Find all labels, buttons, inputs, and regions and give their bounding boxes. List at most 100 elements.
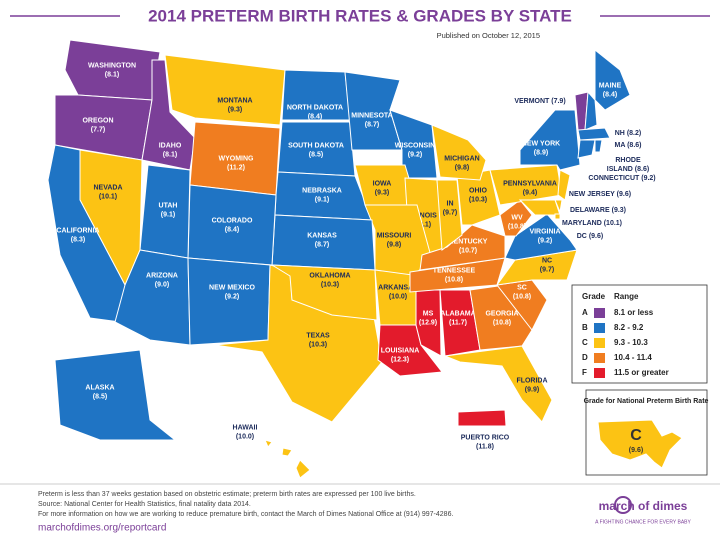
legend-range: 10.4 - 11.4 (614, 353, 652, 362)
state-name: WISCONSIN (395, 142, 435, 149)
national-grade: C (630, 427, 642, 444)
state-rate: (10.3) (321, 281, 339, 288)
state-name: OHIO (469, 187, 487, 194)
state-rate: (8.2) (627, 130, 641, 137)
state-shape (295, 459, 311, 479)
title: 2014 PRETERM BIRTH RATES & GRADES BY STA… (148, 6, 572, 25)
legend-swatch (594, 308, 605, 318)
state-rate: (9.9) (525, 386, 539, 393)
national-rate: (9.6) (629, 447, 643, 454)
state-label: NH (8.2) (615, 130, 641, 137)
state-rate: (8.4) (308, 113, 322, 120)
state-rate: (8.7) (315, 241, 329, 248)
state-rate: (10.3) (309, 341, 327, 348)
state-name: MARYLAND (562, 220, 602, 227)
state-shape (187, 184, 277, 266)
state-shape (431, 124, 487, 181)
state-rate: (8.1) (105, 71, 119, 78)
legend: Grade Range A 8.1 or less B 8.2 - 9.2 C 9.3 -… (571, 284, 708, 384)
footer-note: For more information on how we are worki… (38, 511, 453, 518)
state-name: WYOMING (219, 155, 255, 162)
legend-range: 8.1 or less (614, 308, 654, 317)
state-shape (519, 109, 581, 171)
state-label: DELAWARE (9.3) (570, 207, 626, 214)
state-name: IN (447, 200, 454, 207)
logo-mark (614, 496, 632, 514)
state-name: NEW MEXICO (209, 284, 255, 291)
state-shape (577, 139, 596, 159)
state-name: CONNECTICUT (588, 175, 640, 182)
state-rate: (8.4) (603, 91, 617, 98)
state-name: HAWAII (233, 424, 258, 431)
state-rate: (9.3) (228, 106, 242, 113)
national-title: Grade for National Preterm Birth Rate (584, 398, 709, 405)
state-rate: (10.7) (459, 247, 477, 254)
state-shape (389, 109, 438, 179)
state-name: KENTUCKY (449, 238, 488, 245)
state-name: IOWA (373, 180, 392, 187)
state-rate: (9.8) (455, 164, 469, 171)
legend-heading: Grade (582, 292, 606, 301)
state-name: MICHIGAN (444, 155, 479, 162)
state-shape (187, 257, 271, 346)
state-shape (594, 139, 603, 153)
state-rate: (9.6) (589, 233, 603, 240)
state-label: VERMONT (7.9) (514, 98, 565, 105)
footer-url: marchofdimes.org/reportcard (38, 523, 166, 534)
state-name: NEVADA (93, 184, 122, 191)
legend-swatch (594, 368, 605, 378)
legend-grade: C (582, 338, 588, 347)
state-rate: (9.1) (161, 211, 175, 218)
state-rate: (8.6) (627, 142, 641, 149)
state-rate: (10.1) (99, 193, 117, 200)
state-rate: (9.2) (538, 237, 552, 244)
state-shape (457, 409, 507, 427)
legend-range: 9.3 - 10.3 (614, 338, 648, 347)
legend-grade: D (582, 353, 588, 362)
state-rate: (9.0) (155, 281, 169, 288)
state-name: WV (511, 214, 523, 221)
map: WASHINGTON (8.1) OREGON (7.7) IDAHO (8.1) MONT… (47, 39, 656, 479)
state-name: CALIFORNIA (56, 227, 99, 234)
state-name: UTAH (159, 202, 178, 209)
logo: march of dimes (599, 499, 688, 513)
state-rate: (10.0) (236, 433, 254, 440)
state-name: ISLAND (607, 166, 633, 173)
state-name: PENNSYLVANIA (503, 180, 557, 187)
state-shape (554, 213, 561, 220)
state-name: ARIZONA (146, 272, 178, 279)
state-rate: (10.1) (604, 220, 622, 227)
state-rate: (8.6) (635, 166, 649, 173)
legend-swatch (594, 323, 605, 333)
footer-note: Preterm is less than 37 weeks gestation … (38, 491, 416, 498)
state-shape (264, 439, 273, 448)
state-rate: (9.2) (225, 293, 239, 300)
state-rate: (11.2) (227, 164, 245, 171)
state-name: MONTANA (217, 97, 252, 104)
state-name: OREGON (82, 117, 113, 124)
state-name: ILLINOIS (407, 212, 437, 219)
state-name: NEW JERSEY (569, 191, 615, 198)
state-shape (584, 90, 598, 131)
state-rate: (8.5) (309, 151, 323, 158)
legend-swatch (594, 353, 605, 363)
state-rate: (8.1) (163, 151, 177, 158)
state-name: MAINE (599, 82, 622, 89)
state-name: SOUTH DAKOTA (288, 142, 344, 149)
legend-grade: A (582, 308, 588, 317)
state-name: ALASKA (85, 384, 114, 391)
state-name: MINNESOTA (351, 112, 392, 119)
state-name: DC (577, 233, 587, 240)
state-label: NEW JERSEY (9.6) (569, 191, 631, 198)
legend-swatch (594, 338, 605, 348)
state-name: COLORADO (212, 217, 253, 224)
state-shape (456, 169, 501, 226)
state-rate: (9.4) (523, 189, 537, 196)
state-rate: (10.8) (445, 276, 463, 283)
state-name: NH (615, 130, 625, 137)
state-rate: (8.5) (93, 393, 107, 400)
state-rate: (8.4) (225, 226, 239, 233)
state-name: OKLAHOMA (309, 272, 350, 279)
legend-range: 11.5 or greater (614, 368, 669, 377)
